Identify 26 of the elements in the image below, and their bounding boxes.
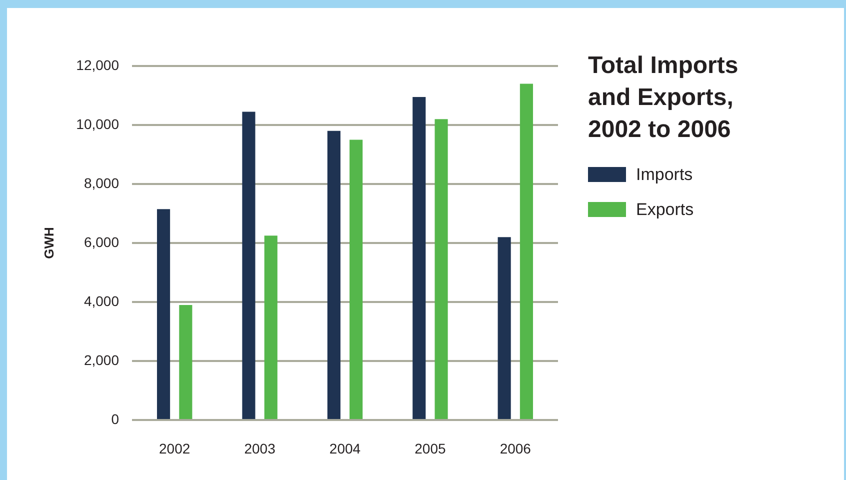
- y-tick-label: 10,000: [76, 116, 120, 132]
- y-tick-label: 12,000: [76, 56, 120, 73]
- bar: [520, 84, 534, 419]
- legend-label: Exports: [636, 200, 694, 219]
- y-tick-label: 2,000: [84, 352, 120, 368]
- x-tick-label: 2006: [500, 440, 532, 456]
- bar: [242, 112, 256, 419]
- bar: [156, 209, 170, 419]
- bar: [350, 140, 363, 419]
- y-tick-label: 6,000: [84, 234, 120, 250]
- y-axis-title: GWH: [41, 227, 56, 259]
- bar: [327, 130, 340, 419]
- legend-label: Imports: [636, 165, 693, 184]
- y-tick-label: 8,000: [84, 174, 120, 191]
- x-tick-label: 2002: [159, 440, 190, 456]
- bar: [264, 236, 278, 419]
- x-tick-label: 2003: [244, 440, 276, 456]
- bar: [412, 96, 426, 419]
- bar: [434, 119, 448, 419]
- x-tick-label: 2004: [329, 440, 361, 456]
- y-tick-label: 4,000: [84, 292, 120, 309]
- bar: [498, 237, 511, 419]
- y-tick-label: 0: [111, 410, 120, 427]
- text: Total Imports and Exports, 2002 to 2006: [588, 51, 740, 145]
- x-tick-label: 2005: [414, 440, 446, 456]
- bar: [179, 304, 192, 419]
